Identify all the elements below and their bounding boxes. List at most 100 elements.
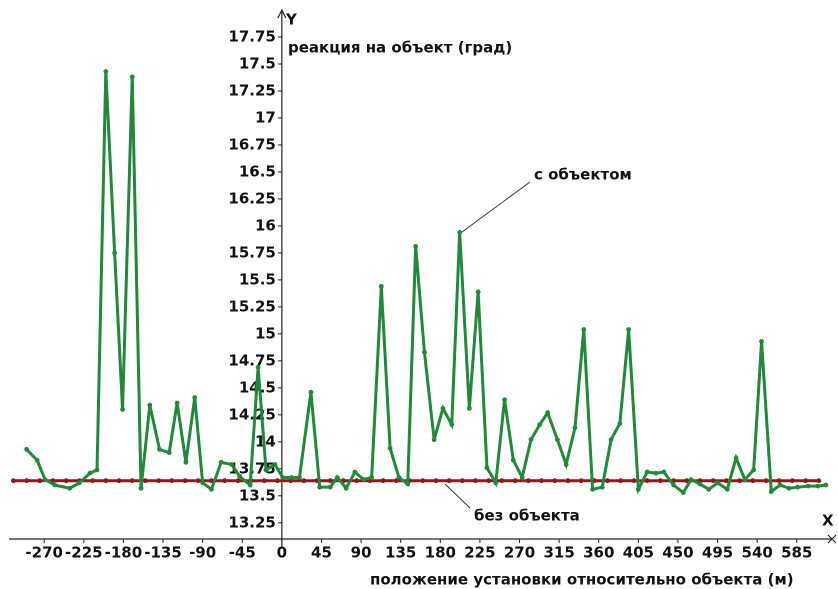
x-tick-label: -270 bbox=[25, 544, 63, 562]
data-point bbox=[657, 478, 663, 484]
data-point bbox=[103, 478, 109, 484]
data-point bbox=[795, 484, 801, 490]
data-point bbox=[157, 446, 162, 452]
data-point bbox=[565, 478, 571, 484]
data-point bbox=[608, 437, 614, 443]
data-point bbox=[786, 485, 792, 491]
data-point bbox=[112, 250, 118, 256]
data-point bbox=[763, 478, 769, 484]
y-tick-label: 14.75 bbox=[228, 351, 275, 369]
data-point bbox=[724, 486, 730, 492]
data-point bbox=[297, 475, 302, 480]
data-point bbox=[519, 475, 525, 480]
data-point bbox=[120, 407, 125, 412]
data-point bbox=[200, 480, 206, 486]
data-point bbox=[449, 422, 455, 427]
data-point bbox=[618, 478, 624, 484]
x-tick-label: 315 bbox=[543, 544, 574, 562]
data-point bbox=[578, 478, 584, 484]
data-point bbox=[352, 469, 358, 475]
data-point bbox=[147, 402, 153, 408]
data-point bbox=[512, 478, 518, 484]
data-point bbox=[440, 405, 446, 411]
annotation: с объектом bbox=[534, 166, 632, 184]
data-point bbox=[484, 465, 490, 471]
data-point bbox=[183, 459, 189, 465]
data-point bbox=[644, 478, 650, 484]
data-point bbox=[710, 478, 716, 484]
x-axis-title: положение установки относительно объекта… bbox=[370, 571, 794, 589]
data-point bbox=[263, 467, 269, 473]
data-point bbox=[369, 475, 375, 480]
y-tick-label: 16 bbox=[255, 216, 276, 234]
data-point bbox=[715, 480, 720, 486]
data-point bbox=[671, 482, 676, 488]
y-axis-title: реакция на объект (град) bbox=[288, 39, 512, 57]
data-point bbox=[24, 478, 30, 484]
y-tick-label: 13.25 bbox=[228, 513, 275, 531]
data-point bbox=[768, 489, 774, 494]
y-tick-label: 16.75 bbox=[228, 135, 275, 153]
data-point bbox=[396, 475, 402, 480]
data-point bbox=[380, 478, 386, 484]
y-tick-label: 15.5 bbox=[239, 270, 276, 288]
data-point bbox=[545, 410, 551, 416]
data-point bbox=[327, 478, 333, 484]
data-point bbox=[420, 478, 426, 484]
data-point bbox=[563, 462, 569, 467]
x-tick-label: 45 bbox=[311, 544, 332, 562]
data-point bbox=[387, 445, 393, 451]
data-point bbox=[34, 457, 40, 463]
data-point bbox=[572, 425, 578, 431]
data-point bbox=[195, 478, 201, 484]
data-point bbox=[143, 478, 148, 484]
annotation-leader bbox=[461, 181, 531, 233]
x-tick-label: -225 bbox=[65, 544, 103, 562]
data-point bbox=[169, 478, 175, 484]
data-point bbox=[528, 437, 534, 443]
annotation-leader bbox=[444, 483, 471, 509]
data-point bbox=[67, 485, 73, 491]
data-point bbox=[617, 421, 623, 426]
x-axis-cross bbox=[827, 534, 837, 544]
x-tick-label: -135 bbox=[144, 544, 182, 562]
y-tick-label: 13.5 bbox=[239, 486, 276, 504]
data-point bbox=[537, 422, 543, 427]
data-point bbox=[174, 400, 180, 406]
data-point bbox=[272, 462, 278, 467]
x-tick-label: 450 bbox=[662, 544, 693, 562]
data-point bbox=[301, 478, 307, 484]
data-point bbox=[413, 244, 419, 249]
data-point bbox=[446, 478, 452, 484]
data-point bbox=[192, 395, 198, 400]
data-point bbox=[218, 459, 224, 465]
data-point bbox=[156, 478, 162, 484]
data-point bbox=[816, 478, 822, 484]
x-tick-label: 540 bbox=[742, 544, 773, 562]
data-point bbox=[776, 478, 782, 484]
data-point bbox=[222, 478, 228, 484]
data-point bbox=[52, 482, 58, 488]
data-point bbox=[805, 483, 811, 489]
x-tick-label: -90 bbox=[189, 544, 216, 562]
x-tick-label: 405 bbox=[623, 544, 654, 562]
data-point bbox=[459, 478, 465, 484]
data-point bbox=[255, 364, 261, 370]
data-point bbox=[661, 469, 667, 475]
data-point bbox=[361, 477, 367, 483]
data-point bbox=[525, 478, 531, 484]
data-point bbox=[733, 455, 739, 461]
y-tick-label: 17.5 bbox=[239, 54, 276, 72]
data-point bbox=[354, 478, 360, 484]
y-tick-label: 17.75 bbox=[228, 27, 275, 45]
y-axis-label: Y bbox=[285, 11, 298, 29]
y-tick-label: 15 bbox=[255, 324, 276, 342]
data-point bbox=[11, 478, 16, 484]
data-point bbox=[116, 478, 122, 484]
x-tick-label: 360 bbox=[583, 544, 614, 562]
data-point bbox=[815, 483, 821, 489]
data-point bbox=[777, 482, 783, 488]
data-point bbox=[42, 477, 48, 483]
data-point bbox=[599, 484, 605, 490]
data-point bbox=[552, 478, 558, 484]
